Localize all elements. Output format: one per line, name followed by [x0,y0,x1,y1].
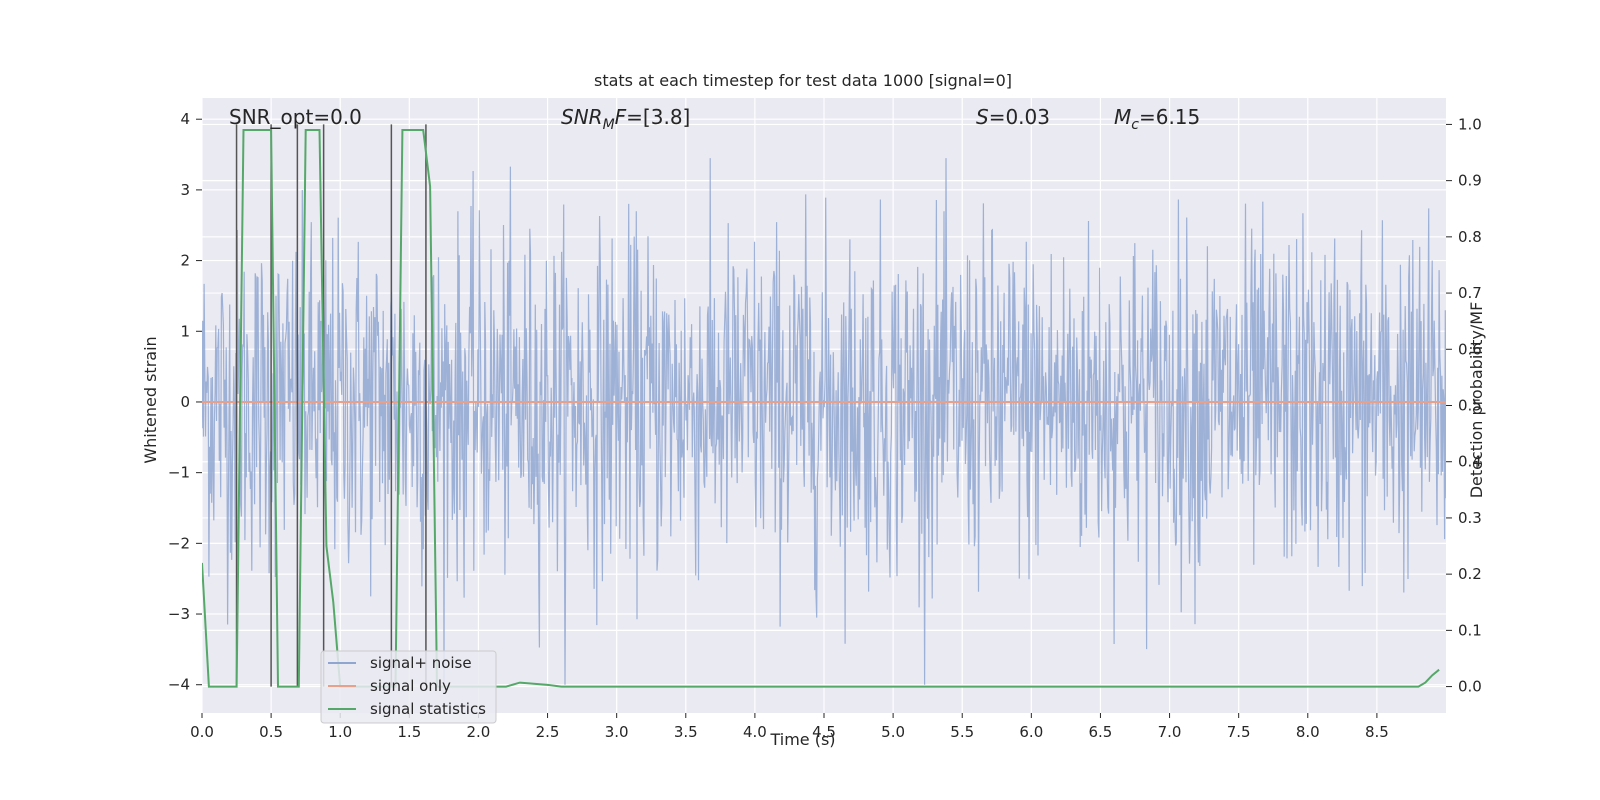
y2-axis-label: Detection probability/MF [1467,302,1486,499]
x-tick-label: 0.0 [190,723,214,741]
annotations: SNR_opt=0.0 SNRMF=[3.8] S=0.03 Mc=6.15 [229,105,1200,133]
y-tick-label: 1 [180,322,190,340]
series-signal-statistics [202,129,1440,688]
y2-tick-label: 0.3 [1458,509,1482,527]
x-tick-label: 6.0 [1019,723,1043,741]
x-tick-label: 7.0 [1158,723,1182,741]
y2-tick-label: 0.0 [1458,678,1482,696]
y2-tick-label: 0.5 [1458,397,1482,415]
x-tick-label: 4.0 [743,723,767,741]
y-tick-label: 3 [180,181,190,199]
x-tick-label: 1.0 [328,723,352,741]
y-tick-label: −2 [168,534,190,552]
y-axis-label: Whitened strain [141,336,160,463]
y2-tick-label: 0.6 [1458,340,1482,358]
x-tick-label: 5.0 [881,723,905,741]
noise-line [202,158,1446,685]
x-tick-label: 3.0 [605,723,629,741]
y2-tick-label: 1.0 [1458,115,1482,133]
x-tick-label: 8.5 [1365,723,1389,741]
x-tick-label: 0.5 [259,723,283,741]
annotation-snr-opt: SNR_opt=0.0 [229,105,362,129]
legend-label-signal-only: signal only [370,677,451,695]
annotation-s: S=0.03 [976,105,1050,129]
x-axis-label: Time (s) [769,730,835,749]
y-tick-label: 0 [180,393,190,411]
y2-tick-label: 0.1 [1458,621,1482,639]
x-tick-label: 3.5 [674,723,698,741]
y-tick-label: 2 [180,252,190,270]
y-tick-label: −3 [168,605,190,623]
y2-tick-label: 0.4 [1458,453,1482,471]
y2-axis-ticks: 0.0 0.1 0.2 0.3 0.4 0.5 0.6 0.7 0.8 0.9 1.0 [1446,115,1482,696]
y2-tick-label: 0.7 [1458,284,1482,302]
x-tick-label: 2.5 [536,723,560,741]
y2-tick-label: 0.8 [1458,228,1482,246]
legend-label-signal-statistics: signal statistics [370,700,486,718]
x-tick-label: 7.5 [1227,723,1251,741]
y2-tick-label: 0.2 [1458,565,1482,583]
chart-title: stats at each timestep for test data 100… [594,71,1012,90]
annotation-mc: Mc=6.15 [1114,105,1200,133]
y2-tick-label: 0.9 [1458,172,1482,190]
legend-box [320,650,497,724]
x-tick-label: 1.5 [397,723,421,741]
y-tick-label: −1 [168,464,190,482]
x-tick-label: 8.0 [1296,723,1320,741]
x-tick-label: 6.5 [1089,723,1113,741]
annotation-snr-mf: SNRMF=[3.8] [561,105,690,133]
legend: signal+ noise signal only signal statist… [320,650,497,724]
plot-content [202,124,1446,688]
x-tick-label: 5.5 [950,723,974,741]
x-axis-ticks: 0.0 0.5 1.0 1.5 2.0 2.5 3.0 3.5 4.0 4.5 5.0 5.5 6.0 6… [190,713,1389,741]
signal-statistics-line [202,129,1440,688]
y-axis-ticks: −4 −3 −2 −1 0 1 2 3 4 [168,110,202,694]
series-signal-noise [202,158,1446,685]
legend-label-signal-noise: signal+ noise [370,654,472,672]
x-tick-label: 4.5 [812,723,836,741]
y-tick-label: 4 [180,110,190,128]
y-tick-label: −4 [168,676,190,694]
x-tick-label: 2.0 [467,723,491,741]
